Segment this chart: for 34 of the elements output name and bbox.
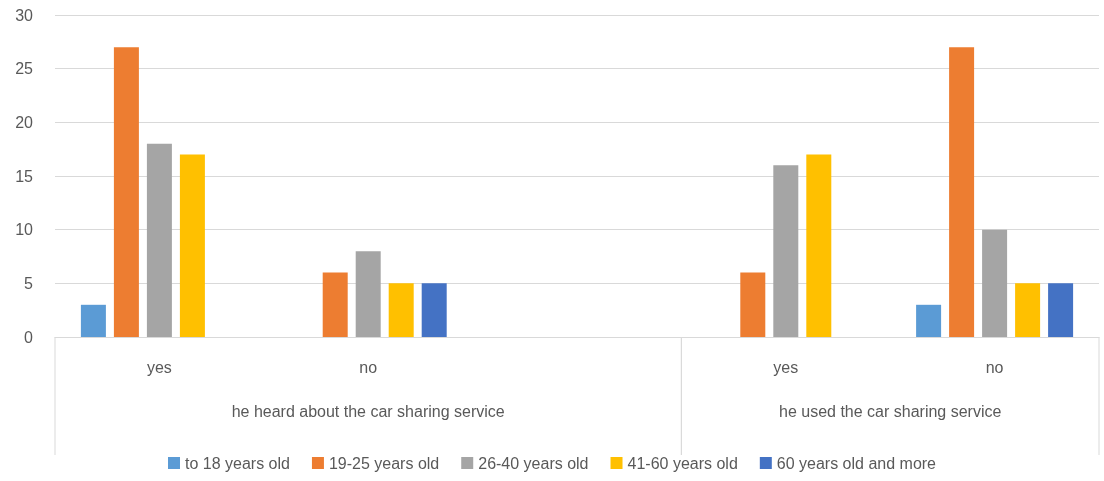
bar	[179, 154, 205, 337]
bar	[740, 272, 766, 337]
x-tick-label: yes	[773, 358, 799, 376]
bar	[1048, 283, 1074, 337]
x-tick-label: no	[985, 358, 1004, 376]
text: he used the car sharing service	[779, 402, 1002, 420]
y-tick-label: 30	[15, 6, 34, 24]
bar	[113, 47, 139, 337]
y-tick-label: 15	[15, 167, 34, 185]
y-tick-label: 10	[15, 221, 34, 239]
text: he heard about the car sharing service	[231, 402, 505, 420]
x-tick-label: no	[359, 358, 378, 376]
legend-label: 60 years old and more	[776, 454, 937, 472]
bar	[916, 304, 942, 337]
y-tick-label: 0	[24, 328, 34, 346]
x-tick-label: yes	[146, 358, 172, 376]
y-tick-label: 5	[24, 274, 34, 292]
bar	[1015, 283, 1041, 337]
y-tick-label: 20	[15, 113, 34, 131]
bar	[80, 304, 106, 337]
bar	[421, 283, 447, 337]
bar	[146, 143, 172, 337]
legend-label: 19-25 years old	[328, 454, 440, 472]
legend-label: 41-60 years old	[627, 454, 738, 472]
bar	[388, 283, 414, 337]
bar	[773, 165, 799, 337]
y-tick-label: 25	[15, 60, 34, 78]
bar	[322, 272, 348, 337]
bar	[949, 47, 975, 337]
bar	[355, 251, 381, 337]
legend-label: 26-40 years old	[478, 454, 589, 472]
bar	[806, 154, 832, 337]
bar	[982, 229, 1008, 337]
legend-label: to 18 years old	[184, 454, 290, 472]
